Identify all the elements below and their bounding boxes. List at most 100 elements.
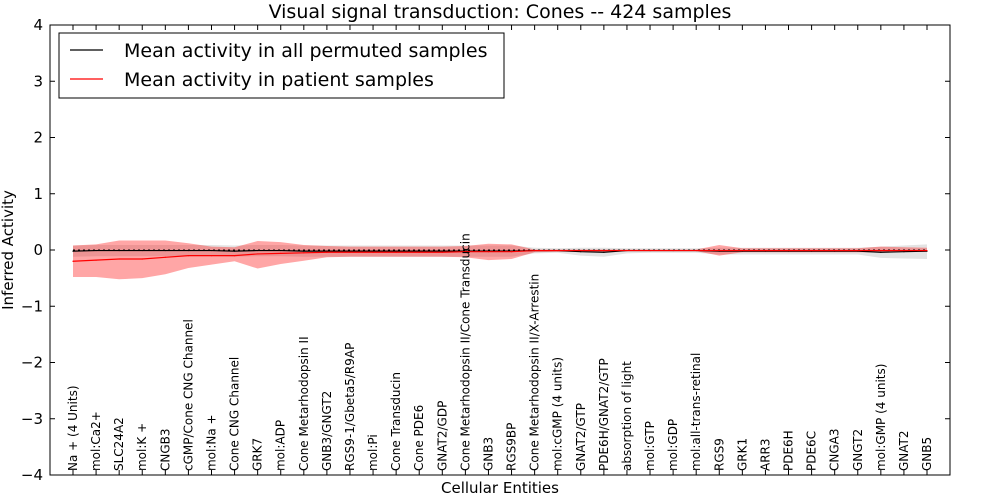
chart-title: Visual signal transduction: Cones -- 424… [269, 1, 732, 23]
point-permuted [580, 251, 582, 253]
point-patient [880, 249, 882, 252]
x-tick-label: Cone CNG Channel [228, 357, 242, 471]
point-patient [810, 249, 813, 252]
point-patient [626, 249, 628, 252]
x-tick-label: GNB3/GNGT2 [320, 391, 334, 471]
y-tick-label: −3 [21, 410, 43, 428]
x-tick-label: GNB5 [920, 437, 934, 471]
x-tick-label: GNB3 [481, 437, 495, 471]
point-patient [349, 251, 351, 253]
point-permuted [257, 249, 259, 252]
point-patient [787, 249, 790, 252]
point-patient [557, 249, 559, 252]
point-patient [487, 251, 490, 253]
point-patient [280, 252, 282, 254]
legend-label-permuted: Mean activity in all permuted samples [124, 40, 487, 62]
point-patient [464, 251, 466, 253]
point-patient [741, 249, 743, 252]
x-tick-label: GNAT2/GDP [435, 401, 449, 471]
y-tick-label: −2 [21, 354, 43, 372]
point-permuted [210, 249, 213, 252]
legend: Mean activity in all permuted samples Me… [58, 32, 505, 99]
series-lines [72, 249, 928, 262]
x-tick-label: CNGB3 [158, 428, 172, 471]
x-tick-label: mol:GTP [643, 421, 657, 471]
point-patient [418, 251, 420, 253]
point-permuted [303, 250, 305, 252]
point-patient [72, 260, 74, 262]
x-tick-label: GRK7 [251, 438, 265, 471]
point-patient [118, 258, 120, 260]
point-patient [95, 259, 97, 261]
legend-box [58, 32, 505, 99]
x-tick-label: PDE6H [782, 430, 796, 471]
point-patient [580, 249, 582, 252]
point-permuted [372, 250, 374, 252]
point-patient [649, 249, 651, 252]
x-tick-label: mol:all-trans-retinal [689, 353, 703, 471]
point-permuted [141, 249, 143, 252]
x-tick-label: GNGT2 [851, 429, 865, 471]
point-patient [603, 249, 605, 252]
point-patient [764, 249, 767, 252]
x-tick-label: SLC24A2 [112, 417, 126, 471]
point-permuted [72, 250, 74, 252]
y-tick-label: 0 [33, 241, 43, 259]
point-patient [903, 249, 905, 252]
y-tick-label: −1 [21, 297, 43, 315]
x-tick-label: GNAT2/GTP [574, 403, 588, 471]
y-tick-label: 4 [33, 16, 43, 34]
x-tick-label: Na + (4 Units) [66, 385, 80, 471]
point-permuted [880, 251, 882, 253]
x-tick-label: ARR3 [758, 438, 772, 471]
x-tick-label: mol:cGMP (4 units) [551, 357, 565, 471]
x-tick-label: Cone PDE6 [412, 405, 426, 471]
x-tick-label: Cone Metarhodopsin II [297, 336, 311, 471]
point-permuted [418, 250, 420, 252]
x-tick-label: RGS9BP [505, 423, 519, 471]
point-patient [372, 251, 374, 253]
point-patient [210, 255, 213, 257]
point-permuted [326, 250, 328, 252]
x-tick-label: mol:K + [135, 423, 149, 471]
x-tick-label: RGS9-1/Gbeta5/R9AP [343, 343, 357, 471]
point-patient [857, 249, 859, 252]
x-tick-label: mol:ADP [274, 420, 288, 471]
line-patient [72, 249, 927, 262]
x-tick-label: CNGA3 [828, 429, 842, 472]
point-patient [233, 255, 236, 257]
point-patient [257, 253, 259, 255]
x-tick-label: GNAT2 [897, 430, 911, 471]
point-patient [510, 251, 513, 253]
x-tick-label: mol:GMP (4 units) [874, 364, 888, 471]
point-patient [926, 249, 928, 252]
point-permuted [441, 250, 443, 252]
y-axis: −4 −3 −2 −1 0 1 2 3 4 [21, 16, 950, 484]
point-permuted [280, 249, 282, 252]
point-patient [141, 258, 143, 260]
x-tick-label: RGS9 [712, 438, 726, 471]
x-tick-label: mol:Na + [204, 414, 218, 471]
x-tick-label: PDE6H/GNAT2/GTP [597, 358, 611, 471]
point-permuted [187, 249, 190, 252]
x-tick-label: Cone Transducin [389, 372, 403, 471]
point-permuted [603, 251, 605, 253]
point-patient [164, 256, 166, 258]
point-patient [441, 251, 443, 253]
x-tick-label: cGMP/Cone CNG Channel [181, 319, 195, 471]
x-tick-label: mol:GDP [666, 419, 680, 471]
x-tick-label: GRK1 [735, 438, 749, 471]
point-patient [187, 255, 190, 257]
point-patient [834, 249, 836, 252]
x-tick-label: mol:Ca2+ [89, 411, 103, 471]
legend-label-patient: Mean activity in patient samples [124, 69, 434, 91]
point-patient [672, 249, 674, 252]
point-permuted [903, 251, 905, 253]
point-patient [303, 252, 305, 254]
point-patient [718, 249, 720, 252]
point-permuted [395, 250, 397, 252]
point-permuted [118, 249, 120, 252]
x-tick-label: Cone Metarhodopsin II/Cone Transducin [458, 233, 472, 471]
y-tick-label: 1 [33, 185, 43, 203]
